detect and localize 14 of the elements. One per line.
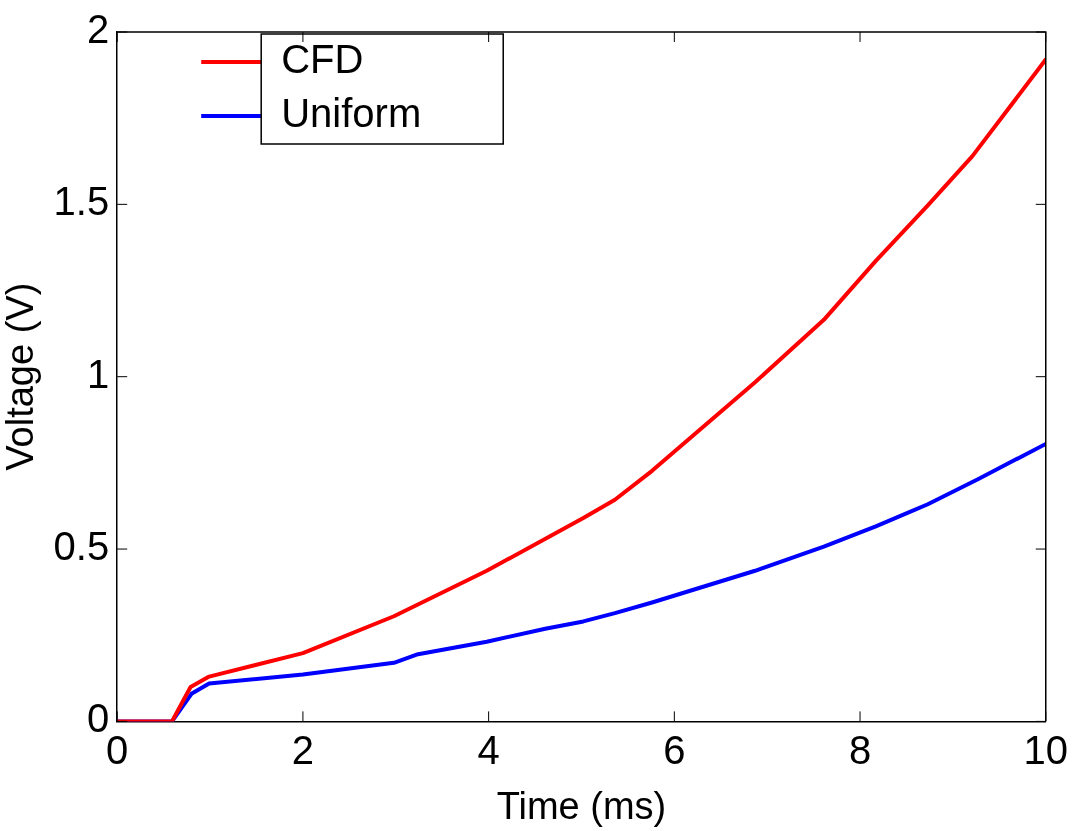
y-tick-label: 0 bbox=[86, 696, 110, 741]
legend-label: CFD bbox=[281, 37, 364, 82]
legend-label: Uniform bbox=[281, 91, 422, 136]
x-tick-label: 10 bbox=[1023, 728, 1068, 773]
y-tick-label: 1 bbox=[86, 351, 110, 396]
x-tick-label: 4 bbox=[477, 728, 500, 773]
y-tick-label: 1.5 bbox=[53, 179, 110, 224]
y-axis-title: Voltage (V) bbox=[0, 282, 42, 471]
y-tick-label: 2 bbox=[86, 7, 110, 52]
x-axis-title: Time (ms) bbox=[496, 784, 667, 827]
y-tick-label: 0.5 bbox=[53, 524, 110, 569]
x-tick-label: 6 bbox=[663, 728, 686, 773]
x-tick-label: 2 bbox=[291, 728, 315, 773]
x-tick-label: 8 bbox=[848, 728, 872, 773]
